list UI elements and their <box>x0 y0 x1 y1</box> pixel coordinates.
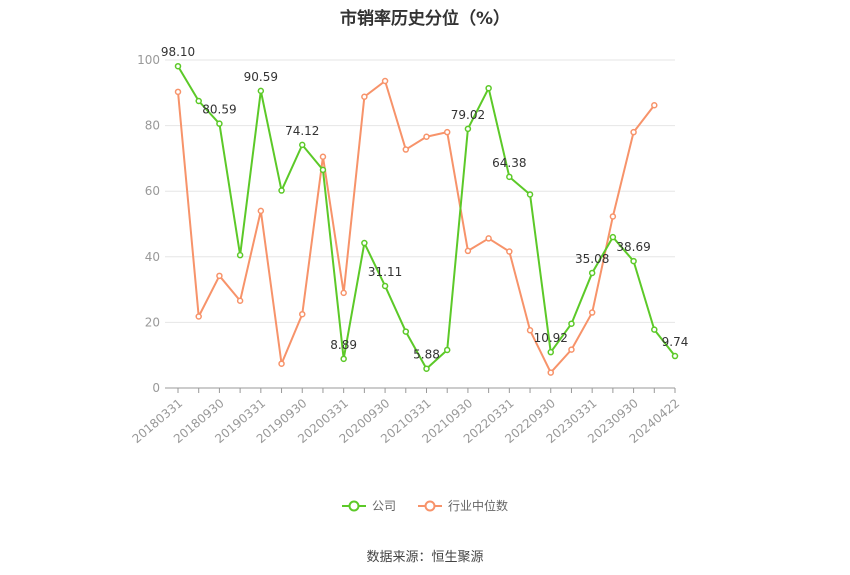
data-point-industry-median <box>547 369 554 376</box>
data-label: 10.92 <box>534 331 568 345</box>
data-point-company <box>257 87 265 95</box>
y-tick-label: 60 <box>145 184 160 198</box>
data-point-industry-median <box>236 297 244 305</box>
data-point-company <box>361 239 368 247</box>
y-tick-label: 40 <box>145 250 160 264</box>
data-point-industry-median <box>174 88 182 96</box>
data-point-industry-median <box>319 153 327 161</box>
y-tick-label: 0 <box>152 381 160 395</box>
data-point-industry-median <box>568 346 575 353</box>
data-point-company <box>651 326 658 333</box>
data-point-company <box>526 191 534 198</box>
data-point-company <box>216 120 223 127</box>
data-point-company <box>174 62 182 70</box>
y-tick-label: 100 <box>137 53 160 67</box>
legend-item-industry-median[interactable]: 行业中位数 <box>418 497 508 514</box>
data-point-industry-median <box>526 327 534 334</box>
legend-item-company[interactable]: 公司 <box>341 497 396 514</box>
data-label: 98.10 <box>161 45 195 59</box>
legend-label-industry-median: 行业中位数 <box>448 499 509 513</box>
data-label: 74.12 <box>285 124 319 138</box>
data-point-company <box>443 346 451 354</box>
data-point-company <box>236 251 244 259</box>
data-label: 79.02 <box>451 108 485 122</box>
data-label: 90.59 <box>244 70 278 84</box>
data-point-industry-median <box>464 247 472 255</box>
series-line-company <box>177 65 676 370</box>
data-point-company <box>568 320 575 327</box>
data-point-industry-median <box>195 313 202 320</box>
data-point-industry-median <box>257 207 265 215</box>
data-point-industry-median <box>443 128 451 136</box>
data-point-company <box>278 187 285 194</box>
series-line-industry-median <box>177 79 656 374</box>
data-label: 38.69 <box>616 240 650 254</box>
data-source-note: 数据来源：恒生聚源 <box>366 550 484 565</box>
data-label: 35.08 <box>575 252 609 266</box>
data-point-company <box>299 141 306 149</box>
data-point-company <box>402 328 410 335</box>
data-point-company <box>588 269 596 277</box>
chart-title: 市销率历史分位（%） <box>339 9 511 29</box>
data-label: 64.38 <box>492 156 526 170</box>
y-tick-label: 20 <box>145 315 160 329</box>
data-point-industry-median <box>381 77 389 85</box>
legend-company-marker-icon <box>341 500 366 511</box>
data-point-company <box>464 125 472 133</box>
data-point-company <box>547 348 554 356</box>
data-point-company <box>319 166 327 174</box>
data-point-company <box>195 97 202 105</box>
legend-label-company: 公司 <box>371 499 396 513</box>
data-point-company <box>423 365 430 372</box>
data-point-company <box>381 282 389 290</box>
data-point-industry-median <box>485 235 492 242</box>
data-point-industry-median <box>340 289 347 297</box>
data-point-company <box>671 352 679 360</box>
data-point-industry-median <box>361 93 368 100</box>
legend: 公司 行业中位数 <box>0 497 850 514</box>
data-point-industry-median <box>651 102 658 109</box>
data-point-company <box>630 257 637 265</box>
y-tick-label: 80 <box>145 119 160 133</box>
data-point-industry-median <box>278 360 285 367</box>
data-point-industry-median <box>609 213 617 220</box>
data-point-company <box>340 355 347 363</box>
data-point-company <box>485 84 492 92</box>
data-label: 8.89 <box>330 338 357 352</box>
data-point-industry-median <box>216 272 223 280</box>
legend-industry-marker-icon <box>418 500 442 511</box>
data-point-company <box>506 173 513 181</box>
data-label: 31.11 <box>368 265 402 279</box>
data-point-industry-median <box>588 309 596 316</box>
data-point-company <box>609 233 617 241</box>
data-point-industry-median <box>423 133 430 141</box>
data-point-industry-median <box>630 128 637 136</box>
data-point-industry-median <box>506 248 513 255</box>
data-label: 80.59 <box>202 103 236 117</box>
data-point-industry-median <box>299 310 306 318</box>
data-label: 9.74 <box>662 335 689 349</box>
data-point-industry-median <box>402 146 410 153</box>
data-label: 5.88 <box>413 348 440 362</box>
